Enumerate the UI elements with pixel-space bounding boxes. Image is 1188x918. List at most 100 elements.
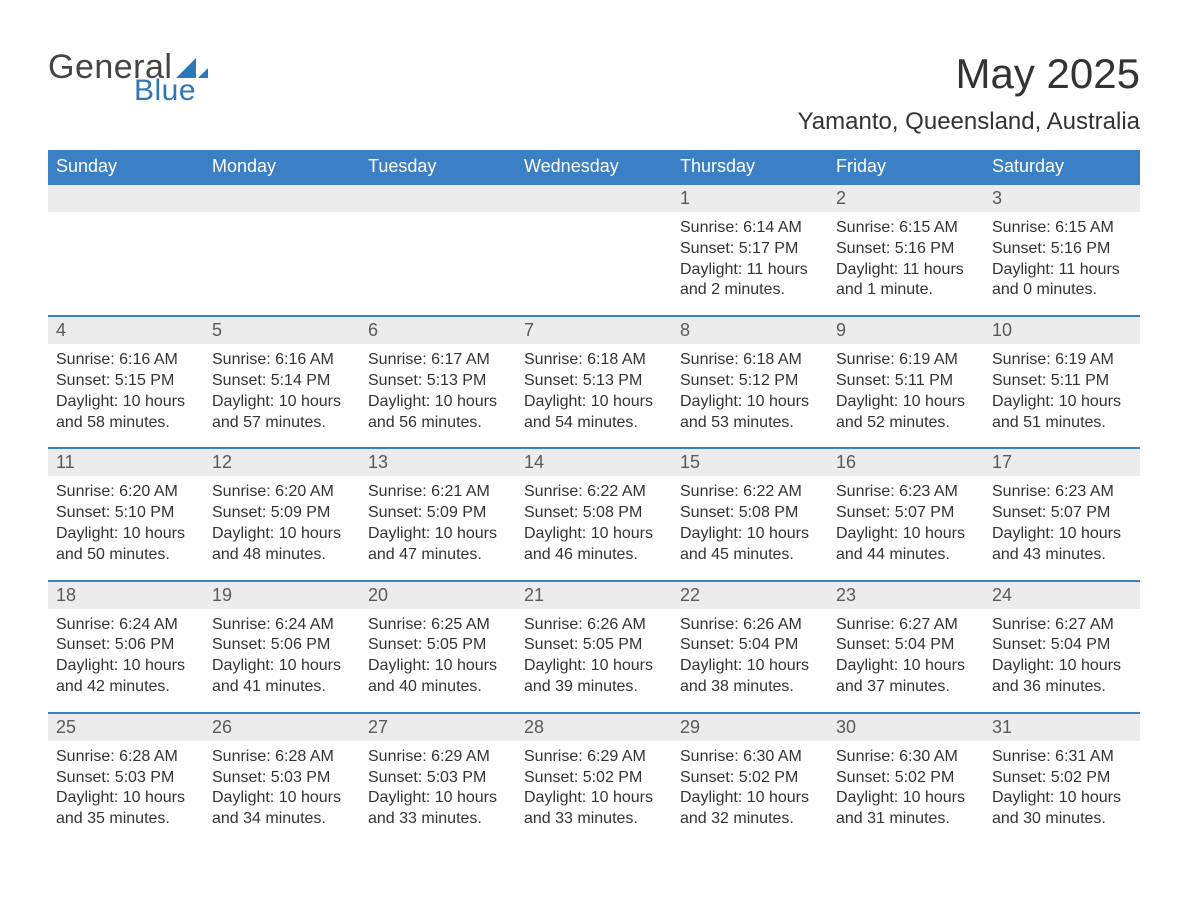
day-number: 10 [984, 317, 1140, 344]
day-cell: 11Sunrise: 6:20 AMSunset: 5:10 PMDayligh… [48, 449, 204, 579]
day-body: Sunrise: 6:25 AMSunset: 5:05 PMDaylight:… [360, 609, 516, 712]
day-line: Sunset: 5:15 PM [56, 371, 196, 392]
day-line: Sunset: 5:09 PM [368, 503, 508, 524]
dow-cell: Friday [828, 150, 984, 185]
day-line: Sunrise: 6:18 AM [680, 350, 820, 371]
day-line: Sunrise: 6:30 AM [680, 747, 820, 768]
day-body: Sunrise: 6:22 AMSunset: 5:08 PMDaylight:… [516, 476, 672, 579]
day-body [204, 212, 360, 232]
day-line: Sunset: 5:08 PM [524, 503, 664, 524]
day-cell: 2Sunrise: 6:15 AMSunset: 5:16 PMDaylight… [828, 185, 984, 315]
day-line: Sunset: 5:16 PM [992, 239, 1132, 260]
day-body: Sunrise: 6:15 AMSunset: 5:16 PMDaylight:… [984, 212, 1140, 315]
day-cell: 27Sunrise: 6:29 AMSunset: 5:03 PMDayligh… [360, 714, 516, 844]
day-number [360, 185, 516, 212]
day-line: Sunset: 5:06 PM [212, 635, 352, 656]
day-number: 26 [204, 714, 360, 741]
day-line: Daylight: 10 hours and 38 minutes. [680, 656, 820, 698]
day-line: Daylight: 10 hours and 57 minutes. [212, 392, 352, 434]
day-line: Daylight: 10 hours and 33 minutes. [368, 788, 508, 830]
day-line: Daylight: 10 hours and 54 minutes. [524, 392, 664, 434]
day-line: Sunset: 5:04 PM [680, 635, 820, 656]
day-line: Sunrise: 6:25 AM [368, 615, 508, 636]
day-line: Sunrise: 6:16 AM [56, 350, 196, 371]
day-line: Sunset: 5:07 PM [836, 503, 976, 524]
day-cell: 6Sunrise: 6:17 AMSunset: 5:13 PMDaylight… [360, 317, 516, 447]
day-number: 17 [984, 449, 1140, 476]
day-number: 3 [984, 185, 1140, 212]
day-body [360, 212, 516, 232]
week-row: 1Sunrise: 6:14 AMSunset: 5:17 PMDaylight… [48, 185, 1140, 315]
day-line: Daylight: 11 hours and 1 minute. [836, 260, 976, 302]
day-body: Sunrise: 6:19 AMSunset: 5:11 PMDaylight:… [984, 344, 1140, 447]
day-line: Daylight: 10 hours and 35 minutes. [56, 788, 196, 830]
day-line: Daylight: 10 hours and 52 minutes. [836, 392, 976, 434]
day-line: Daylight: 10 hours and 45 minutes. [680, 524, 820, 566]
day-cell: 16Sunrise: 6:23 AMSunset: 5:07 PMDayligh… [828, 449, 984, 579]
day-cell: 21Sunrise: 6:26 AMSunset: 5:05 PMDayligh… [516, 582, 672, 712]
day-line: Sunrise: 6:15 AM [992, 218, 1132, 239]
day-line: Daylight: 10 hours and 53 minutes. [680, 392, 820, 434]
day-number [204, 185, 360, 212]
day-line: Daylight: 11 hours and 2 minutes. [680, 260, 820, 302]
day-line: Sunrise: 6:27 AM [992, 615, 1132, 636]
day-number: 15 [672, 449, 828, 476]
day-line: Daylight: 10 hours and 42 minutes. [56, 656, 196, 698]
day-number: 22 [672, 582, 828, 609]
day-cell: 15Sunrise: 6:22 AMSunset: 5:08 PMDayligh… [672, 449, 828, 579]
day-line: Sunset: 5:04 PM [992, 635, 1132, 656]
day-cell: 1Sunrise: 6:14 AMSunset: 5:17 PMDaylight… [672, 185, 828, 315]
day-body: Sunrise: 6:23 AMSunset: 5:07 PMDaylight:… [828, 476, 984, 579]
day-cell: 7Sunrise: 6:18 AMSunset: 5:13 PMDaylight… [516, 317, 672, 447]
day-line: Daylight: 10 hours and 36 minutes. [992, 656, 1132, 698]
day-line: Sunset: 5:02 PM [680, 768, 820, 789]
day-cell: 4Sunrise: 6:16 AMSunset: 5:15 PMDaylight… [48, 317, 204, 447]
day-number: 2 [828, 185, 984, 212]
day-cell [204, 185, 360, 315]
dow-cell: Monday [204, 150, 360, 185]
day-body: Sunrise: 6:17 AMSunset: 5:13 PMDaylight:… [360, 344, 516, 447]
dow-cell: Sunday [48, 150, 204, 185]
day-line: Sunset: 5:02 PM [524, 768, 664, 789]
day-line: Sunset: 5:16 PM [836, 239, 976, 260]
day-cell: 19Sunrise: 6:24 AMSunset: 5:06 PMDayligh… [204, 582, 360, 712]
dow-cell: Saturday [984, 150, 1140, 185]
day-body: Sunrise: 6:15 AMSunset: 5:16 PMDaylight:… [828, 212, 984, 315]
month-title: May 2025 [798, 50, 1140, 98]
day-number: 1 [672, 185, 828, 212]
day-line: Sunset: 5:04 PM [836, 635, 976, 656]
day-number: 11 [48, 449, 204, 476]
day-number: 20 [360, 582, 516, 609]
day-number: 4 [48, 317, 204, 344]
dow-row: SundayMondayTuesdayWednesdayThursdayFrid… [48, 150, 1140, 185]
day-number: 12 [204, 449, 360, 476]
day-line: Sunset: 5:03 PM [56, 768, 196, 789]
day-body: Sunrise: 6:26 AMSunset: 5:05 PMDaylight:… [516, 609, 672, 712]
day-cell: 18Sunrise: 6:24 AMSunset: 5:06 PMDayligh… [48, 582, 204, 712]
day-body: Sunrise: 6:14 AMSunset: 5:17 PMDaylight:… [672, 212, 828, 315]
day-body: Sunrise: 6:26 AMSunset: 5:04 PMDaylight:… [672, 609, 828, 712]
day-cell: 3Sunrise: 6:15 AMSunset: 5:16 PMDaylight… [984, 185, 1140, 315]
brand-logo: General Blue [48, 50, 208, 106]
day-line: Sunrise: 6:14 AM [680, 218, 820, 239]
day-line: Sunset: 5:10 PM [56, 503, 196, 524]
day-line: Sunset: 5:17 PM [680, 239, 820, 260]
calendar: SundayMondayTuesdayWednesdayThursdayFrid… [48, 150, 1140, 844]
day-body: Sunrise: 6:22 AMSunset: 5:08 PMDaylight:… [672, 476, 828, 579]
day-line: Sunrise: 6:30 AM [836, 747, 976, 768]
day-cell [360, 185, 516, 315]
day-line: Sunrise: 6:17 AM [368, 350, 508, 371]
day-body: Sunrise: 6:18 AMSunset: 5:12 PMDaylight:… [672, 344, 828, 447]
day-number [48, 185, 204, 212]
day-cell: 14Sunrise: 6:22 AMSunset: 5:08 PMDayligh… [516, 449, 672, 579]
day-body: Sunrise: 6:16 AMSunset: 5:15 PMDaylight:… [48, 344, 204, 447]
week-row: 25Sunrise: 6:28 AMSunset: 5:03 PMDayligh… [48, 712, 1140, 844]
day-number: 7 [516, 317, 672, 344]
day-body: Sunrise: 6:20 AMSunset: 5:09 PMDaylight:… [204, 476, 360, 579]
day-line: Sunrise: 6:19 AM [836, 350, 976, 371]
title-block: May 2025 Yamanto, Queensland, Australia [798, 50, 1140, 136]
day-body: Sunrise: 6:30 AMSunset: 5:02 PMDaylight:… [672, 741, 828, 844]
day-body [48, 212, 204, 232]
day-line: Sunrise: 6:20 AM [56, 482, 196, 503]
day-line: Sunrise: 6:22 AM [524, 482, 664, 503]
